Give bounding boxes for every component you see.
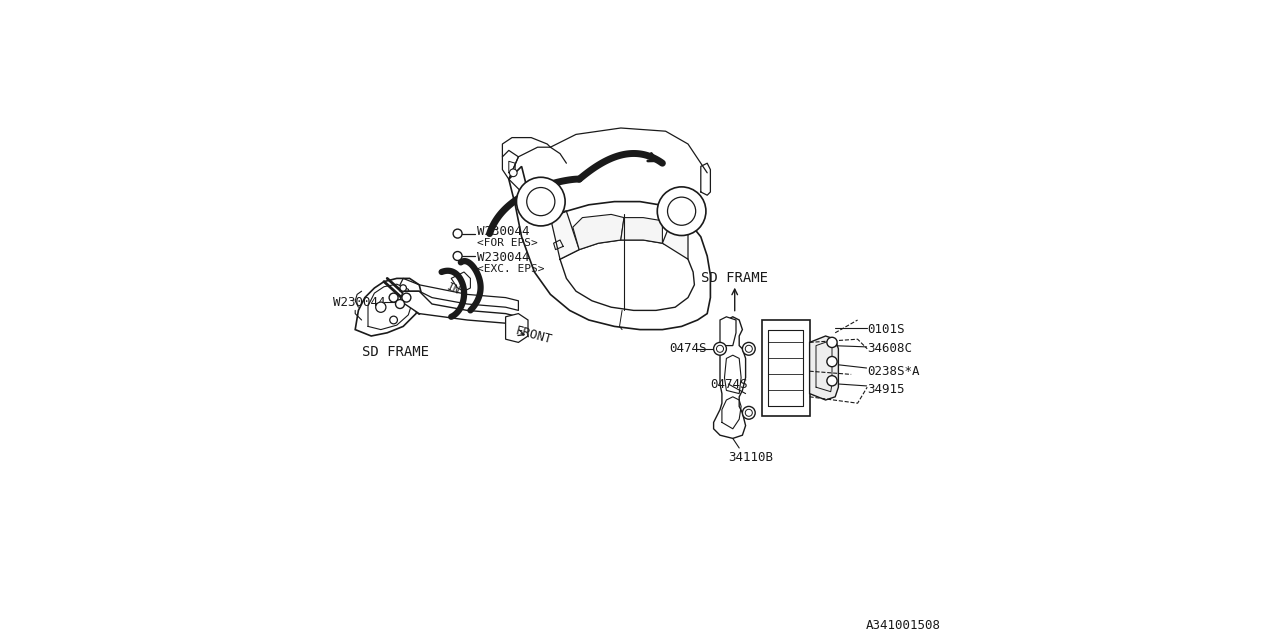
Text: 34608C: 34608C [868,342,913,355]
Text: 0474S: 0474S [710,378,748,390]
Polygon shape [452,272,471,291]
Circle shape [827,376,837,386]
Circle shape [509,169,517,177]
Polygon shape [810,336,838,400]
Circle shape [714,342,727,355]
Text: 0474S: 0474S [668,342,707,355]
Circle shape [399,285,407,291]
Circle shape [742,342,755,355]
Circle shape [745,346,753,352]
Text: W230044: W230044 [477,225,530,238]
Text: 0238S*A: 0238S*A [868,365,920,378]
Circle shape [396,300,404,308]
Circle shape [402,293,411,302]
Circle shape [390,316,397,324]
Text: SD FRAME: SD FRAME [362,345,429,359]
Polygon shape [356,278,422,336]
Text: <FOR EPS>: <FOR EPS> [477,238,538,248]
Circle shape [453,229,462,238]
Polygon shape [550,211,580,259]
Circle shape [745,410,753,417]
Polygon shape [762,320,810,416]
Polygon shape [399,291,518,326]
Text: 34110B: 34110B [728,451,773,464]
Circle shape [376,302,387,312]
Circle shape [827,337,837,348]
Text: A341001508: A341001508 [865,620,941,632]
Circle shape [516,177,566,226]
Text: 34915: 34915 [868,383,905,396]
Polygon shape [663,211,689,259]
Text: FRONT: FRONT [513,324,553,346]
Circle shape [668,197,696,225]
Text: W230044: W230044 [333,296,385,308]
Polygon shape [621,218,663,243]
Text: <EXC. EPS>: <EXC. EPS> [477,264,544,275]
Polygon shape [714,317,745,438]
Circle shape [657,187,707,236]
Polygon shape [506,314,529,342]
Circle shape [827,356,837,367]
Circle shape [717,346,723,352]
Polygon shape [573,214,625,250]
Circle shape [453,252,462,260]
Text: W230044: W230044 [477,252,530,264]
Circle shape [742,406,755,419]
Text: IN: IN [445,282,461,297]
Polygon shape [724,355,741,394]
Polygon shape [719,317,736,346]
Circle shape [527,188,556,216]
Text: SD FRAME: SD FRAME [701,271,768,285]
Circle shape [389,293,398,302]
Text: 0101S: 0101S [868,323,905,336]
Polygon shape [508,166,710,330]
